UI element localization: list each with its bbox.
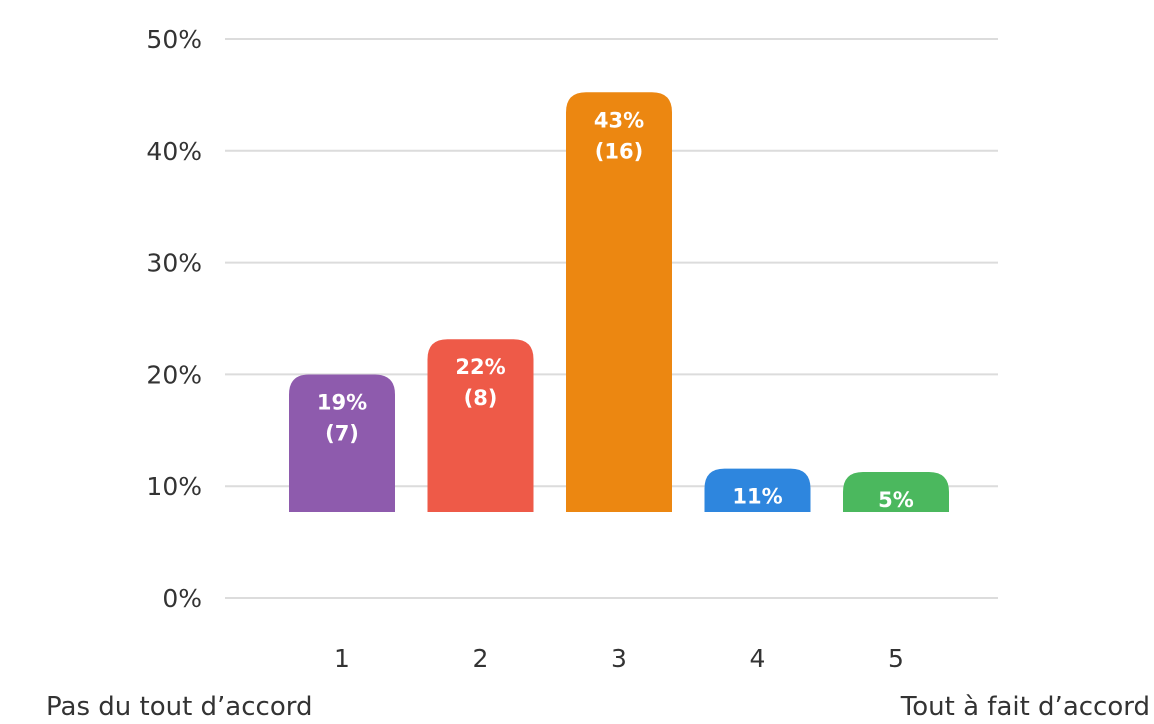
y-tick-label: 0% bbox=[162, 584, 202, 613]
bar-data-labels: 19% (7) 22% (8) 43% (16) 11% (4) 5% (2) bbox=[317, 108, 914, 543]
x-category-label: 5 bbox=[888, 644, 904, 673]
scale-max-label: Tout à fait d’accord bbox=[900, 692, 1150, 722]
bar-percent-label: 22% bbox=[455, 355, 505, 379]
y-tick-label: 30% bbox=[146, 249, 202, 278]
bar-count-label: (7) bbox=[325, 422, 359, 446]
y-tick-label: 50% bbox=[146, 25, 202, 54]
x-axis-category-labels: 1 2 3 4 5 bbox=[334, 644, 904, 673]
bar-percent-label: 43% bbox=[594, 108, 644, 132]
y-tick-label: 10% bbox=[146, 472, 202, 501]
bar-percent-label: 5% bbox=[878, 488, 914, 512]
scale-min-label: Pas du tout d’accord bbox=[46, 692, 313, 722]
bar-1 bbox=[289, 374, 395, 512]
y-axis-tick-labels: 0% 10% 20% 30% 40% 50% bbox=[146, 25, 202, 613]
bar-count-label: (16) bbox=[595, 139, 643, 163]
bar-count-label: (8) bbox=[464, 386, 498, 410]
bar-count-label: (4) bbox=[741, 516, 775, 540]
bar-3 bbox=[566, 92, 672, 512]
bar-5 bbox=[843, 472, 949, 512]
x-category-label: 3 bbox=[611, 644, 627, 673]
bar-percent-label: 11% bbox=[732, 485, 782, 509]
y-tick-label: 20% bbox=[146, 360, 202, 389]
bar-2 bbox=[427, 339, 534, 512]
bar-count-label: (2) bbox=[879, 519, 913, 543]
bar-percent-label: 19% bbox=[317, 391, 367, 415]
x-category-label: 4 bbox=[750, 644, 766, 673]
bars bbox=[289, 92, 949, 512]
x-category-label: 1 bbox=[334, 644, 350, 673]
x-category-label: 2 bbox=[473, 644, 489, 673]
bar-4 bbox=[704, 468, 811, 512]
y-tick-label: 40% bbox=[146, 137, 202, 166]
